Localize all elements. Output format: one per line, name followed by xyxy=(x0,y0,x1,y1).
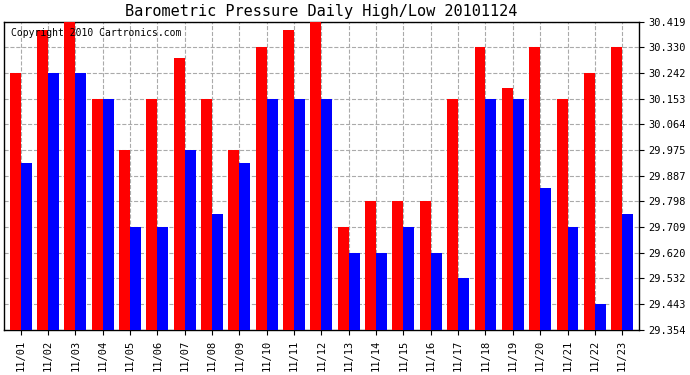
Bar xyxy=(310,22,322,375)
Bar xyxy=(228,150,239,375)
Bar xyxy=(502,88,513,375)
Bar xyxy=(239,163,250,375)
Bar xyxy=(256,48,267,375)
Bar xyxy=(458,278,469,375)
Bar xyxy=(475,48,486,375)
Bar xyxy=(595,304,606,375)
Bar xyxy=(513,99,524,375)
Bar xyxy=(486,99,496,375)
Bar xyxy=(212,214,223,375)
Bar xyxy=(540,188,551,375)
Bar xyxy=(37,30,48,375)
Bar xyxy=(130,227,141,375)
Bar xyxy=(348,253,359,375)
Bar xyxy=(174,58,185,375)
Bar xyxy=(157,227,168,375)
Bar xyxy=(393,201,404,375)
Bar xyxy=(376,253,387,375)
Bar xyxy=(420,201,431,375)
Bar xyxy=(294,99,305,375)
Bar xyxy=(48,73,59,375)
Bar xyxy=(146,99,157,375)
Bar xyxy=(322,99,333,375)
Bar xyxy=(622,214,633,375)
Bar xyxy=(557,99,567,375)
Bar xyxy=(10,73,21,375)
Bar xyxy=(404,227,415,375)
Bar xyxy=(365,201,376,375)
Bar xyxy=(529,48,540,375)
Bar xyxy=(119,150,130,375)
Bar xyxy=(611,48,622,375)
Bar xyxy=(21,163,32,375)
Bar xyxy=(283,30,294,375)
Bar xyxy=(584,73,595,375)
Bar xyxy=(185,150,195,375)
Text: Copyright 2010 Cartronics.com: Copyright 2010 Cartronics.com xyxy=(10,28,181,38)
Bar xyxy=(201,99,212,375)
Bar xyxy=(567,227,578,375)
Bar xyxy=(103,99,114,375)
Bar xyxy=(75,73,86,375)
Bar xyxy=(431,253,442,375)
Title: Barometric Pressure Daily High/Low 20101124: Barometric Pressure Daily High/Low 20101… xyxy=(125,4,518,19)
Bar xyxy=(92,99,103,375)
Bar xyxy=(64,22,75,375)
Bar xyxy=(447,99,458,375)
Bar xyxy=(267,99,277,375)
Bar xyxy=(338,227,348,375)
